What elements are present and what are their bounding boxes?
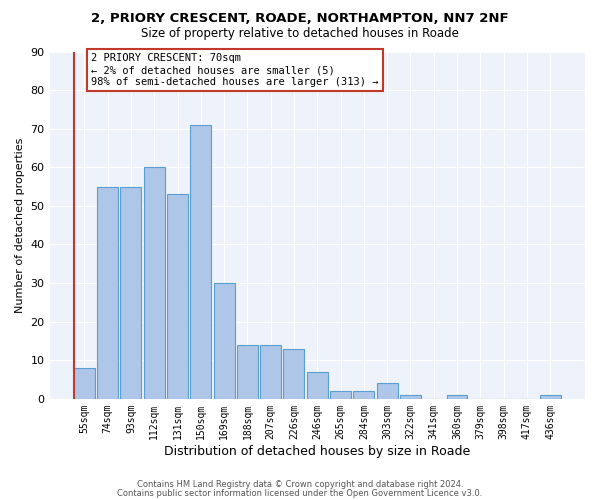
Bar bbox=[260, 345, 281, 399]
Text: Contains HM Land Registry data © Crown copyright and database right 2024.: Contains HM Land Registry data © Crown c… bbox=[137, 480, 463, 489]
Bar bbox=[307, 372, 328, 399]
Bar bbox=[330, 391, 351, 399]
Bar bbox=[400, 395, 421, 399]
Bar bbox=[144, 168, 165, 399]
Text: Size of property relative to detached houses in Roade: Size of property relative to detached ho… bbox=[141, 28, 459, 40]
Y-axis label: Number of detached properties: Number of detached properties bbox=[15, 138, 25, 313]
Bar bbox=[283, 348, 304, 399]
Text: 2, PRIORY CRESCENT, ROADE, NORTHAMPTON, NN7 2NF: 2, PRIORY CRESCENT, ROADE, NORTHAMPTON, … bbox=[91, 12, 509, 26]
Text: 2 PRIORY CRESCENT: 70sqm
← 2% of detached houses are smaller (5)
98% of semi-det: 2 PRIORY CRESCENT: 70sqm ← 2% of detache… bbox=[91, 54, 379, 86]
Bar bbox=[353, 391, 374, 399]
Bar bbox=[214, 283, 235, 399]
X-axis label: Distribution of detached houses by size in Roade: Distribution of detached houses by size … bbox=[164, 444, 470, 458]
Bar bbox=[97, 186, 118, 399]
Bar bbox=[446, 395, 467, 399]
Text: Contains public sector information licensed under the Open Government Licence v3: Contains public sector information licen… bbox=[118, 490, 482, 498]
Bar bbox=[539, 395, 560, 399]
Bar bbox=[190, 125, 211, 399]
Bar bbox=[121, 186, 142, 399]
Bar bbox=[237, 345, 258, 399]
Bar bbox=[377, 384, 398, 399]
Bar bbox=[74, 368, 95, 399]
Bar bbox=[167, 194, 188, 399]
